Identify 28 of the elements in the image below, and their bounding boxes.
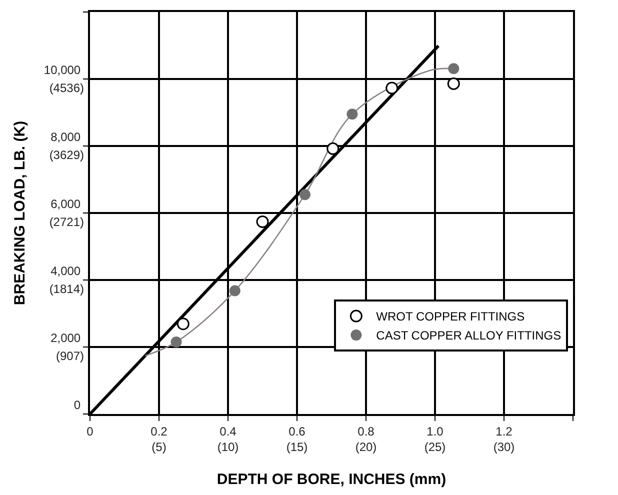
y-tick-label: 2,000 — [50, 331, 81, 346]
x-tick-label: 1.2 — [496, 424, 513, 438]
y-tick-label: 10,000 — [44, 63, 81, 78]
x2-tick-label: (5) — [152, 440, 166, 454]
x-tick-label: 0.8 — [358, 424, 375, 438]
y2-tick-label: (1814) — [49, 282, 84, 296]
x2-tick-label: (10) — [217, 440, 239, 454]
x-tick-label: 0.2 — [150, 424, 168, 438]
y-tick-label: 0 — [74, 398, 81, 412]
x-tick-label: 0.6 — [288, 424, 306, 438]
x-axis-title: DEPTH OF BORE, INCHES (mm) — [216, 470, 446, 488]
y2-tick-label: (3629) — [49, 148, 84, 162]
x2-tick-label: (25) — [424, 440, 446, 454]
legend-label: CAST COPPER ALLOY FITTINGS — [376, 328, 562, 343]
legend-label: WROT COPPER FITTINGS — [376, 310, 525, 324]
y2-tick-label: (4536) — [49, 81, 84, 96]
x-tick-label: 0 — [86, 424, 94, 438]
y-tick-label: 4,000 — [50, 264, 81, 278]
x-tick-label: 1.0 — [426, 424, 444, 438]
y2-tick-label: (2721) — [49, 215, 84, 230]
x2-tick-label: (30) — [493, 440, 515, 454]
y-axis-title: BREAKING LOAD, LB. (K) — [12, 120, 29, 306]
y2-tick-label: (907) — [56, 349, 84, 364]
x-tick-label: 0.4 — [220, 424, 237, 438]
x2-tick-label: (15) — [286, 440, 308, 454]
y-tick-label: 6,000 — [50, 197, 81, 212]
y-tick-label: 8,000 — [50, 130, 81, 144]
x2-tick-label: (20) — [355, 440, 377, 454]
